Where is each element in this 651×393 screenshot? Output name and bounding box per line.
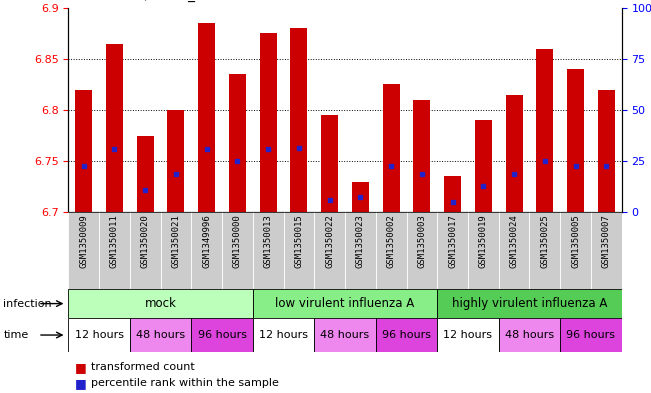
Text: GSM1350019: GSM1350019 <box>479 215 488 268</box>
Text: GSM1350022: GSM1350022 <box>325 215 334 268</box>
Text: highly virulent influenza A: highly virulent influenza A <box>452 297 607 310</box>
Text: low virulent influenza A: low virulent influenza A <box>275 297 415 310</box>
Bar <box>199 23 215 212</box>
Bar <box>383 84 400 212</box>
Text: 12 hours: 12 hours <box>75 330 124 340</box>
Text: 96 hours: 96 hours <box>566 330 615 340</box>
Bar <box>437 212 468 289</box>
Bar <box>130 318 191 352</box>
Text: 48 hours: 48 hours <box>320 330 370 340</box>
Bar <box>253 318 314 352</box>
Text: GSM1350000: GSM1350000 <box>233 215 242 268</box>
Bar <box>536 49 553 212</box>
Text: transformed count: transformed count <box>91 362 195 373</box>
Bar <box>598 90 615 212</box>
Text: GSM1350024: GSM1350024 <box>510 215 519 268</box>
Bar <box>475 120 492 212</box>
Bar <box>167 110 184 212</box>
Bar <box>376 212 406 289</box>
Text: time: time <box>3 330 29 340</box>
Text: GSM1350017: GSM1350017 <box>448 215 457 268</box>
Bar <box>76 90 92 212</box>
Bar <box>345 212 376 289</box>
Bar <box>499 318 561 352</box>
Text: GSM1350009: GSM1350009 <box>79 215 89 268</box>
Bar <box>99 212 130 289</box>
Bar <box>413 100 430 212</box>
Bar <box>591 212 622 289</box>
Bar <box>260 33 277 212</box>
Bar <box>561 212 591 289</box>
Bar <box>222 212 253 289</box>
Bar <box>567 69 584 212</box>
Bar <box>68 318 130 352</box>
Bar <box>352 182 369 212</box>
Bar <box>376 318 437 352</box>
Bar <box>68 289 253 318</box>
Bar <box>191 318 253 352</box>
Text: GSM1350007: GSM1350007 <box>602 215 611 268</box>
Text: 12 hours: 12 hours <box>259 330 308 340</box>
Bar <box>499 212 529 289</box>
Text: 48 hours: 48 hours <box>505 330 554 340</box>
Text: GSM1350003: GSM1350003 <box>417 215 426 268</box>
Text: GSM1350023: GSM1350023 <box>356 215 365 268</box>
Bar <box>468 212 499 289</box>
Text: GSM1350015: GSM1350015 <box>294 215 303 268</box>
Text: GSM1350020: GSM1350020 <box>141 215 150 268</box>
Bar <box>437 318 499 352</box>
Bar <box>253 212 284 289</box>
Text: GSM1350025: GSM1350025 <box>540 215 549 268</box>
Text: ■: ■ <box>75 376 87 390</box>
Bar <box>106 44 123 212</box>
Text: GSM1350002: GSM1350002 <box>387 215 396 268</box>
Text: 48 hours: 48 hours <box>136 330 185 340</box>
Bar <box>161 212 191 289</box>
Text: infection: infection <box>3 299 52 309</box>
Bar <box>191 212 222 289</box>
Text: GSM1350013: GSM1350013 <box>264 215 273 268</box>
Text: ■: ■ <box>75 361 87 374</box>
Bar <box>529 212 561 289</box>
Bar <box>321 115 338 212</box>
Bar <box>506 95 523 212</box>
Bar <box>137 136 154 212</box>
Bar <box>314 318 376 352</box>
Text: 96 hours: 96 hours <box>382 330 431 340</box>
Text: GSM1350011: GSM1350011 <box>110 215 119 268</box>
Bar <box>229 74 246 212</box>
Text: GSM1350021: GSM1350021 <box>171 215 180 268</box>
Bar <box>68 212 99 289</box>
Text: percentile rank within the sample: percentile rank within the sample <box>91 378 279 388</box>
Bar <box>314 212 345 289</box>
Bar <box>437 289 622 318</box>
Text: 96 hours: 96 hours <box>197 330 247 340</box>
Bar <box>444 176 461 212</box>
Bar <box>130 212 161 289</box>
Text: mock: mock <box>145 297 176 310</box>
Text: GSM1350005: GSM1350005 <box>571 215 580 268</box>
Bar <box>561 318 622 352</box>
Bar <box>253 289 437 318</box>
Bar <box>290 28 307 212</box>
Text: GSM1349996: GSM1349996 <box>202 215 211 268</box>
Text: 12 hours: 12 hours <box>443 330 493 340</box>
Text: GDS5159 / ILMN_1220300: GDS5159 / ILMN_1220300 <box>75 0 256 2</box>
Bar <box>284 212 314 289</box>
Bar <box>406 212 437 289</box>
